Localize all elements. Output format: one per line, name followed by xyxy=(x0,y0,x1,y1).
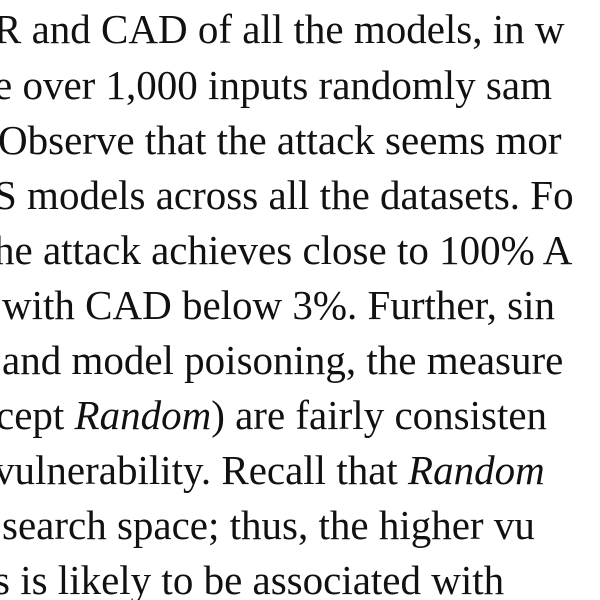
text-line-11: s is likely to be associated with xyxy=(0,557,505,600)
text-line-9: vulnerability. Recall that Random xyxy=(0,447,545,493)
text-line-3: Observe that the attack seems mor xyxy=(0,117,562,163)
text-line-6: with CAD below 3%. Further, sin xyxy=(2,282,555,328)
text-segment: ) are fairly consisten xyxy=(211,392,548,438)
text-line-1: R and CAD of all the models, in w xyxy=(0,6,565,52)
italic-term-random: Random xyxy=(74,392,212,438)
text-line-8: cept Random) are fairly consisten xyxy=(0,392,547,438)
text-line-4: S models across all the datasets. Fo xyxy=(0,172,574,218)
text-line-5: he attack achieves close to 100% A xyxy=(0,227,573,273)
text-segment: vulnerability. Recall that xyxy=(0,447,409,493)
text-segment: cept xyxy=(0,392,75,438)
italic-term-random: Random xyxy=(408,447,545,493)
text-line-10: search space; thus, the higher vu xyxy=(2,502,535,548)
text-line-7: and model poisoning, the measure xyxy=(2,337,564,383)
text-line-2: e over 1,000 inputs randomly sam xyxy=(0,62,552,108)
